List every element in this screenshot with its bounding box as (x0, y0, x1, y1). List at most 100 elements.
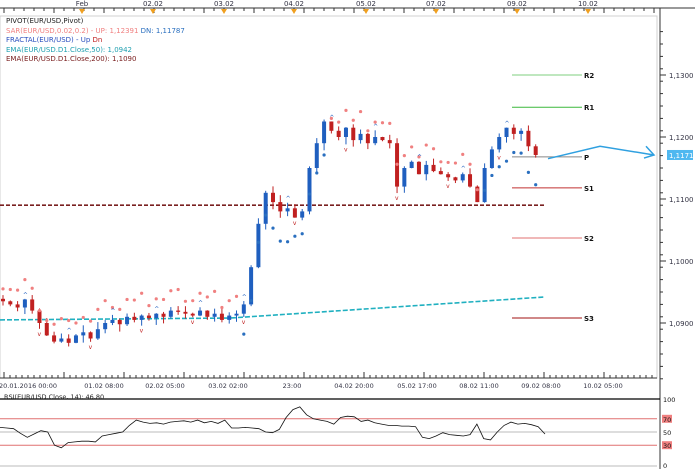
sar-dot (125, 297, 129, 302)
candle (453, 177, 458, 181)
fractal-down-icon: v (497, 154, 501, 161)
sar-dot (213, 289, 217, 293)
candle (387, 140, 392, 144)
sar-dot (227, 299, 231, 303)
sar-dot (147, 304, 151, 308)
candle (219, 313, 224, 320)
sar-dot (329, 116, 333, 120)
pivot-label-s1: S1 (584, 185, 594, 193)
candle (52, 335, 57, 342)
sar-dot (366, 129, 370, 133)
sar-dot (512, 150, 516, 155)
candle (154, 313, 159, 319)
candle (416, 161, 421, 175)
sar-dot (67, 318, 71, 323)
event-marker-icon (150, 9, 156, 14)
candle (300, 211, 305, 218)
candle (59, 338, 64, 342)
candle (198, 310, 203, 316)
top-axis-label: 07.02 (426, 0, 446, 8)
sar-dot (519, 151, 523, 155)
candle (30, 299, 35, 311)
sar-dot (183, 299, 188, 303)
sar-dot (395, 162, 399, 166)
candle (8, 301, 13, 305)
sar-dot (88, 319, 93, 323)
legend-ema200[interactable]: EMA(EUR/USD.D1.Close,200): 1,1090 (6, 55, 137, 63)
candle (249, 267, 254, 305)
fractal-up-icon: ^ (286, 196, 291, 203)
sar-dot (1, 287, 5, 291)
top-axis-label: 04.02 (284, 0, 304, 8)
candle (139, 315, 144, 320)
forecast-arrow-icon (547, 145, 656, 160)
candle (380, 137, 385, 141)
candle (351, 127, 356, 141)
candle (37, 310, 42, 323)
sar-dot (278, 239, 282, 243)
candle (336, 130, 341, 137)
legend-sar-dn: DN: 1,11787 (140, 26, 185, 35)
rsi-level-label: 0 (663, 462, 667, 469)
sar-dot (417, 155, 421, 159)
sar-dot (37, 309, 42, 313)
candle (161, 313, 166, 317)
legend-fractal-row: FRACTAL(EUR/USD) - Up Dn (6, 36, 185, 46)
sar-dot (534, 183, 538, 187)
sar-dot (504, 159, 509, 163)
sar-dot (191, 299, 195, 303)
sar-dot (315, 171, 319, 175)
sar-dot (300, 232, 304, 236)
candle (103, 323, 108, 330)
legend-ema50[interactable]: EMA(EUR/USD.D1.Close,50): 1,0942 (6, 45, 133, 54)
sar-dot (285, 240, 290, 244)
candle (533, 146, 538, 155)
sar-dot (264, 213, 268, 217)
candle (365, 133, 370, 144)
time-axis-label: 01.02 08:00 (84, 382, 123, 390)
candle (110, 319, 115, 323)
candle (343, 127, 348, 137)
time-axis-label: 20.01.2016 00:00 (0, 382, 57, 390)
sar-dot (110, 305, 115, 310)
candle (511, 127, 516, 134)
sar-dot (380, 121, 385, 125)
candle (322, 121, 327, 144)
time-axis-label: 23:00 (283, 382, 302, 390)
time-axis-label: 03.02 02:00 (208, 382, 247, 390)
legend-sar[interactable]: SAR(EUR/USD,0.02,0.2) - UP: 1,12391 (6, 26, 139, 35)
event-marker-icon (221, 9, 227, 14)
candle (446, 174, 451, 178)
rsi-label: RSI(EUR/USD.Close, 14): 46,80 (4, 393, 104, 401)
sar-dot (52, 322, 56, 326)
time-axis-label: 02.02 05:00 (145, 382, 184, 390)
fractal-down-icon: v (191, 319, 195, 326)
legend-fractal[interactable]: FRACTAL(EUR/USD) - Up (6, 36, 91, 44)
sar-dot (176, 287, 180, 292)
candle (73, 335, 78, 343)
candle (278, 202, 283, 212)
price-tick-label: 1,1000 (669, 258, 694, 266)
sar-dot (15, 288, 20, 292)
candle (489, 149, 494, 168)
sar-dot (271, 226, 275, 230)
sar-dot (344, 108, 348, 112)
fractal-up-icon: ^ (110, 308, 115, 315)
time-axis-label: 05.02 17:00 (397, 382, 436, 390)
legend-sar-row: SAR(EUR/USD,0.02,0.2) - UP: 1,12391 DN: … (6, 27, 185, 37)
sar-dot (74, 321, 78, 325)
fractal-up-icon: ^ (373, 123, 378, 130)
rsi-level-label: 100 (663, 396, 675, 404)
sar-dot (161, 297, 166, 302)
rsi-level-badge (662, 441, 672, 450)
indicator-legend: PIVOT(EUR/USD,Pivot) SAR(EUR/USD,0.02,0.… (6, 17, 185, 65)
sar-dot (169, 289, 173, 293)
rsi-line (0, 406, 546, 449)
legend-fractal-dn: Dn (92, 36, 103, 44)
legend-pivot[interactable]: PIVOT(EUR/USD,Pivot) (6, 17, 84, 25)
top-axis-label: 02.02 (143, 0, 163, 8)
candle (263, 192, 268, 224)
time-axis-label: 04.02 20:00 (334, 382, 373, 390)
